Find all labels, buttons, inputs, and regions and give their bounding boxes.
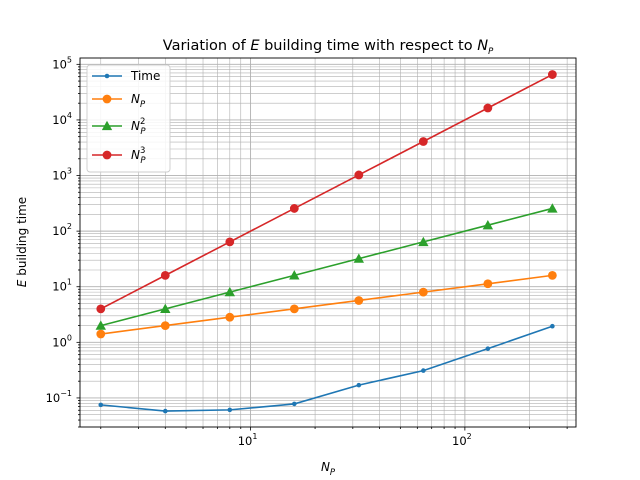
series-line [100, 73, 553, 310]
legend-label: N3 P [131, 146, 146, 166]
data-point [292, 401, 297, 407]
data-point [421, 368, 426, 373]
data-point [289, 304, 299, 314]
legend-entry: N2 P [92, 117, 146, 137]
data-point [418, 287, 428, 297]
data-point [356, 382, 362, 388]
data-point [96, 304, 106, 314]
y-tick-label: 100 [52, 333, 72, 349]
series-line [100, 274, 553, 335]
y-tick-label: 10−1 [46, 389, 72, 405]
data-point [550, 323, 555, 329]
chart-title: Variation of E building time with respec… [163, 38, 494, 57]
legend-entry: NP [92, 92, 146, 110]
data-point [95, 320, 106, 330]
data-point [162, 408, 168, 414]
data-point [485, 346, 491, 351]
data-point [547, 270, 557, 280]
legend-entry: Time [92, 69, 160, 83]
legend-marker [104, 73, 110, 79]
series-line [100, 325, 553, 412]
legend-box [86, 64, 171, 173]
legend-label: N2 P [131, 117, 146, 137]
legend: Time NP N2 P N3 P [86, 64, 171, 173]
legend-label: NP [131, 92, 146, 110]
y-axis-label: E building time [15, 197, 29, 287]
y-tick-label: 102 [52, 222, 72, 238]
data-point [225, 237, 235, 247]
series-1 [98, 323, 555, 414]
data-point [225, 312, 235, 322]
series-3 [95, 203, 558, 330]
series-4 [96, 70, 557, 314]
series-layer [95, 70, 558, 414]
y-tick-label: 104 [52, 111, 72, 127]
data-point [418, 236, 429, 247]
data-point [96, 329, 106, 339]
data-point [160, 303, 171, 314]
axis-ticks: 101 102 10−1 100 101 102 103 104 105 [46, 55, 568, 448]
x-tick-label: 102 [452, 432, 472, 448]
legend-marker [101, 120, 113, 131]
data-point [98, 402, 104, 408]
plot-area-frame [79, 57, 577, 428]
data-point [289, 270, 300, 280]
data-point [160, 321, 170, 330]
data-point [354, 296, 364, 305]
data-point [483, 279, 493, 289]
grid-lines [80, 58, 576, 428]
data-point [483, 103, 493, 113]
legend-label: Time [130, 69, 160, 83]
data-point [227, 407, 233, 413]
x-axis-label: NP [321, 460, 336, 478]
data-point [418, 137, 428, 146]
data-point [160, 270, 170, 280]
data-point [547, 70, 557, 79]
data-point [224, 286, 235, 297]
legend-marker [102, 150, 112, 160]
y-tick-label: 103 [52, 167, 72, 183]
series-2 [96, 270, 557, 339]
data-point [547, 203, 558, 213]
data-point [289, 204, 299, 213]
data-point [353, 253, 365, 263]
data-point [354, 170, 364, 180]
data-point [482, 219, 494, 230]
legend-marker [102, 94, 112, 104]
series-line [100, 207, 553, 327]
legend-entry: N3 P [92, 146, 146, 166]
y-tick-label: 105 [52, 55, 72, 71]
x-tick-label: 101 [238, 432, 258, 448]
y-tick-label: 101 [52, 278, 72, 294]
